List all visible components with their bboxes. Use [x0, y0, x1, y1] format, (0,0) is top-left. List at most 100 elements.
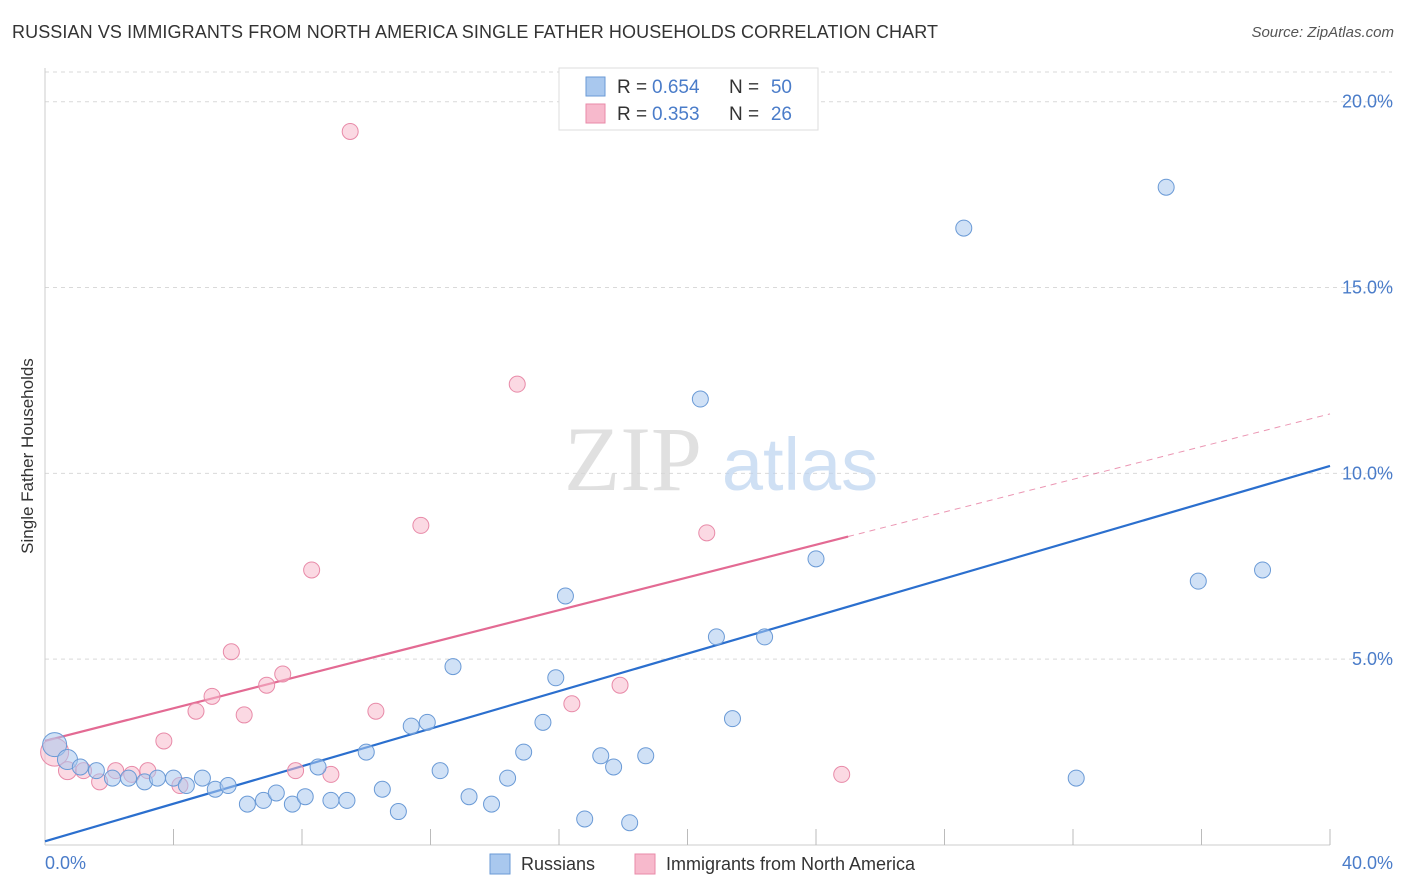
data-point-russians [1157, 178, 1175, 196]
legend-n-value: 50 [771, 77, 792, 98]
data-point-russians [483, 795, 501, 813]
y-axis-label: Single Father Households [18, 358, 37, 554]
data-point-immigrants [235, 706, 253, 724]
tick-labels: 5.0% 10.0% 15.0% 20.0% 0.0% 40.0% [45, 92, 1393, 873]
data-point-russians [547, 669, 565, 687]
series-legend-label-russians: Russians [521, 854, 595, 874]
watermark-zip: ZIP [564, 408, 702, 510]
legend-swatch [585, 103, 606, 124]
x-tick-label-max: 40.0% [1342, 853, 1393, 873]
data-point-russians [322, 791, 340, 809]
data-point-russians [165, 769, 182, 787]
source-credit: Source: ZipAtlas.com [1251, 24, 1394, 41]
data-point-immigrants [322, 765, 340, 783]
data-point-immigrants [287, 762, 305, 780]
data-point-immigrants [508, 375, 526, 393]
data-point-russians [283, 795, 301, 813]
data-point-immigrants [611, 676, 629, 694]
watermark-atlas: atlas [722, 423, 878, 506]
gridlines [45, 71, 1392, 660]
y-tick-label: 5.0% [1352, 649, 1393, 669]
legend-r-value: 0.353 [652, 104, 700, 125]
data-point-russians [605, 758, 623, 776]
data-point-russians [338, 791, 356, 809]
data-point-immigrants [303, 561, 321, 579]
data-point-russians [309, 758, 327, 776]
data-point-russians [499, 769, 517, 787]
data-point-russians [120, 769, 138, 787]
data-point-russians [193, 769, 211, 787]
data-point-russians [42, 732, 68, 758]
data-point-russians [807, 550, 825, 568]
data-point-russians [296, 788, 314, 806]
data-point-immigrants [341, 122, 359, 140]
data-point-immigrants [187, 702, 205, 720]
data-point-russians [707, 628, 725, 646]
data-point-russians [515, 743, 533, 761]
legend-r-value: 0.654 [652, 77, 700, 98]
data-point-russians [534, 713, 552, 731]
legend-r-label: R = [617, 104, 647, 125]
trend-lines [44, 413, 1331, 843]
data-point-russians [691, 390, 709, 408]
data-point-russians [402, 717, 420, 735]
data-point-russians [1067, 769, 1085, 787]
data-point-russians [431, 762, 449, 780]
data-point-russians [238, 795, 256, 813]
data-point-russians [267, 784, 285, 802]
data-point-russians [418, 713, 436, 731]
legend-n-label: N = [729, 77, 759, 98]
data-point-immigrants [258, 676, 276, 694]
legend-swatch [585, 76, 606, 97]
data-point-russians [1254, 561, 1272, 579]
series-legend: Russians Immigrants from North America [489, 853, 916, 875]
data-point-immigrants [412, 516, 430, 534]
trend-line-immigrants-extension [848, 413, 1331, 538]
data-point-russians [444, 658, 462, 676]
data-point-russians [71, 758, 89, 776]
trend-line-russians [44, 464, 1331, 843]
data-point-russians [637, 747, 655, 765]
data-point-russians [87, 762, 105, 780]
x-tick-label-min: 0.0% [45, 853, 86, 873]
data-point-immigrants [203, 687, 221, 705]
trend-line-immigrants [44, 535, 849, 743]
y-tick-label: 20.0% [1342, 92, 1393, 112]
data-point-russians [576, 810, 594, 828]
data-point-russians [621, 814, 639, 832]
data-point-immigrants [274, 665, 292, 683]
data-point-russians [373, 780, 391, 798]
data-point-immigrants [367, 702, 385, 720]
data-point-russians [177, 777, 195, 795]
data-point-russians [460, 788, 478, 806]
data-point-russians [254, 791, 272, 809]
data-point-immigrants [563, 695, 581, 713]
data-point-russians [219, 777, 237, 795]
data-point-russians [103, 769, 121, 787]
series-legend-swatch-immigrants [634, 853, 656, 875]
legend: R = 0.654 N = 50 R = 0.353 N = 26 [558, 67, 819, 131]
data-point-russians [148, 769, 166, 787]
legend-r-label: R = [617, 77, 647, 98]
watermark: ZIP atlas [564, 408, 878, 510]
data-points [40, 122, 1272, 832]
data-point-immigrants [155, 732, 173, 750]
legend-n-value: 26 [771, 104, 792, 125]
series-legend-label-immigrants: Immigrants from North America [666, 854, 916, 874]
data-point-russians [723, 710, 741, 728]
chart-title: RUSSIAN VS IMMIGRANTS FROM NORTH AMERICA… [12, 22, 939, 42]
data-point-immigrants [222, 643, 240, 661]
series-legend-swatch-russians [489, 853, 511, 875]
data-point-russians [592, 747, 610, 765]
data-point-russians [389, 803, 407, 821]
y-tick-label: 15.0% [1342, 278, 1393, 298]
legend-n-label: N = [729, 104, 759, 125]
axes [44, 68, 1331, 846]
data-point-russians [756, 628, 774, 646]
data-point-russians [1189, 572, 1207, 590]
data-point-immigrants [833, 765, 851, 783]
data-point-immigrants [698, 524, 716, 542]
data-point-russians [357, 743, 375, 761]
data-point-russians [556, 587, 574, 605]
